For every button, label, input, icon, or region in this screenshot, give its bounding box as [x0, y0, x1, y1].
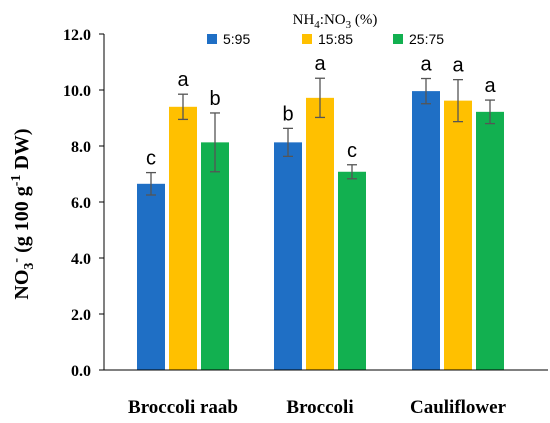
legend-label: 25:75: [409, 31, 444, 47]
y-axis-label: NO3- (g 100 g-1 DW): [9, 128, 37, 299]
significance-letter: a: [452, 55, 464, 77]
legend: NH4:NO3 (%) 5:95 15:85 25:75: [207, 12, 444, 47]
x-category-label: Broccoli raab: [128, 397, 238, 418]
bar: [169, 106, 197, 371]
legend-swatch: [302, 34, 312, 44]
bar: [137, 183, 165, 370]
significance-letter: a: [420, 54, 432, 76]
bar: [201, 142, 229, 370]
legend-label: 5:95: [223, 31, 250, 47]
legend-swatch: [207, 34, 217, 44]
bar: [476, 111, 504, 370]
bar: [412, 91, 440, 371]
y-tick-label: 12.0: [63, 27, 91, 44]
significance-letter: a: [177, 69, 189, 91]
legend-swatch: [393, 34, 403, 44]
bar: [274, 142, 302, 370]
significance-letter: a: [484, 75, 496, 97]
legend-label: 15:85: [318, 31, 353, 47]
bar: [444, 100, 472, 370]
bar: [338, 171, 366, 370]
significance-letter: c: [146, 148, 156, 170]
svg-text:NO3- (g 100 g-1 DW): NO3- (g 100 g-1 DW): [9, 128, 37, 299]
significance-letter: a: [314, 53, 326, 75]
bar: [306, 97, 334, 370]
significance-letter: b: [282, 103, 293, 125]
x-category-label: Broccoli: [286, 397, 353, 418]
y-tick-label: 8.0: [71, 139, 91, 156]
x-category-label: Cauliflower: [410, 397, 507, 418]
legend-title: NH4:NO3 (%): [293, 12, 378, 31]
y-tick-label: 6.0: [71, 195, 91, 212]
significance-letter: c: [347, 140, 357, 162]
y-tick-label: 10.0: [63, 83, 91, 100]
y-tick-label: 0.0: [71, 363, 91, 380]
y-tick-label: 4.0: [71, 251, 91, 268]
y-tick-label: 2.0: [71, 307, 91, 324]
significance-letter: b: [209, 88, 220, 110]
